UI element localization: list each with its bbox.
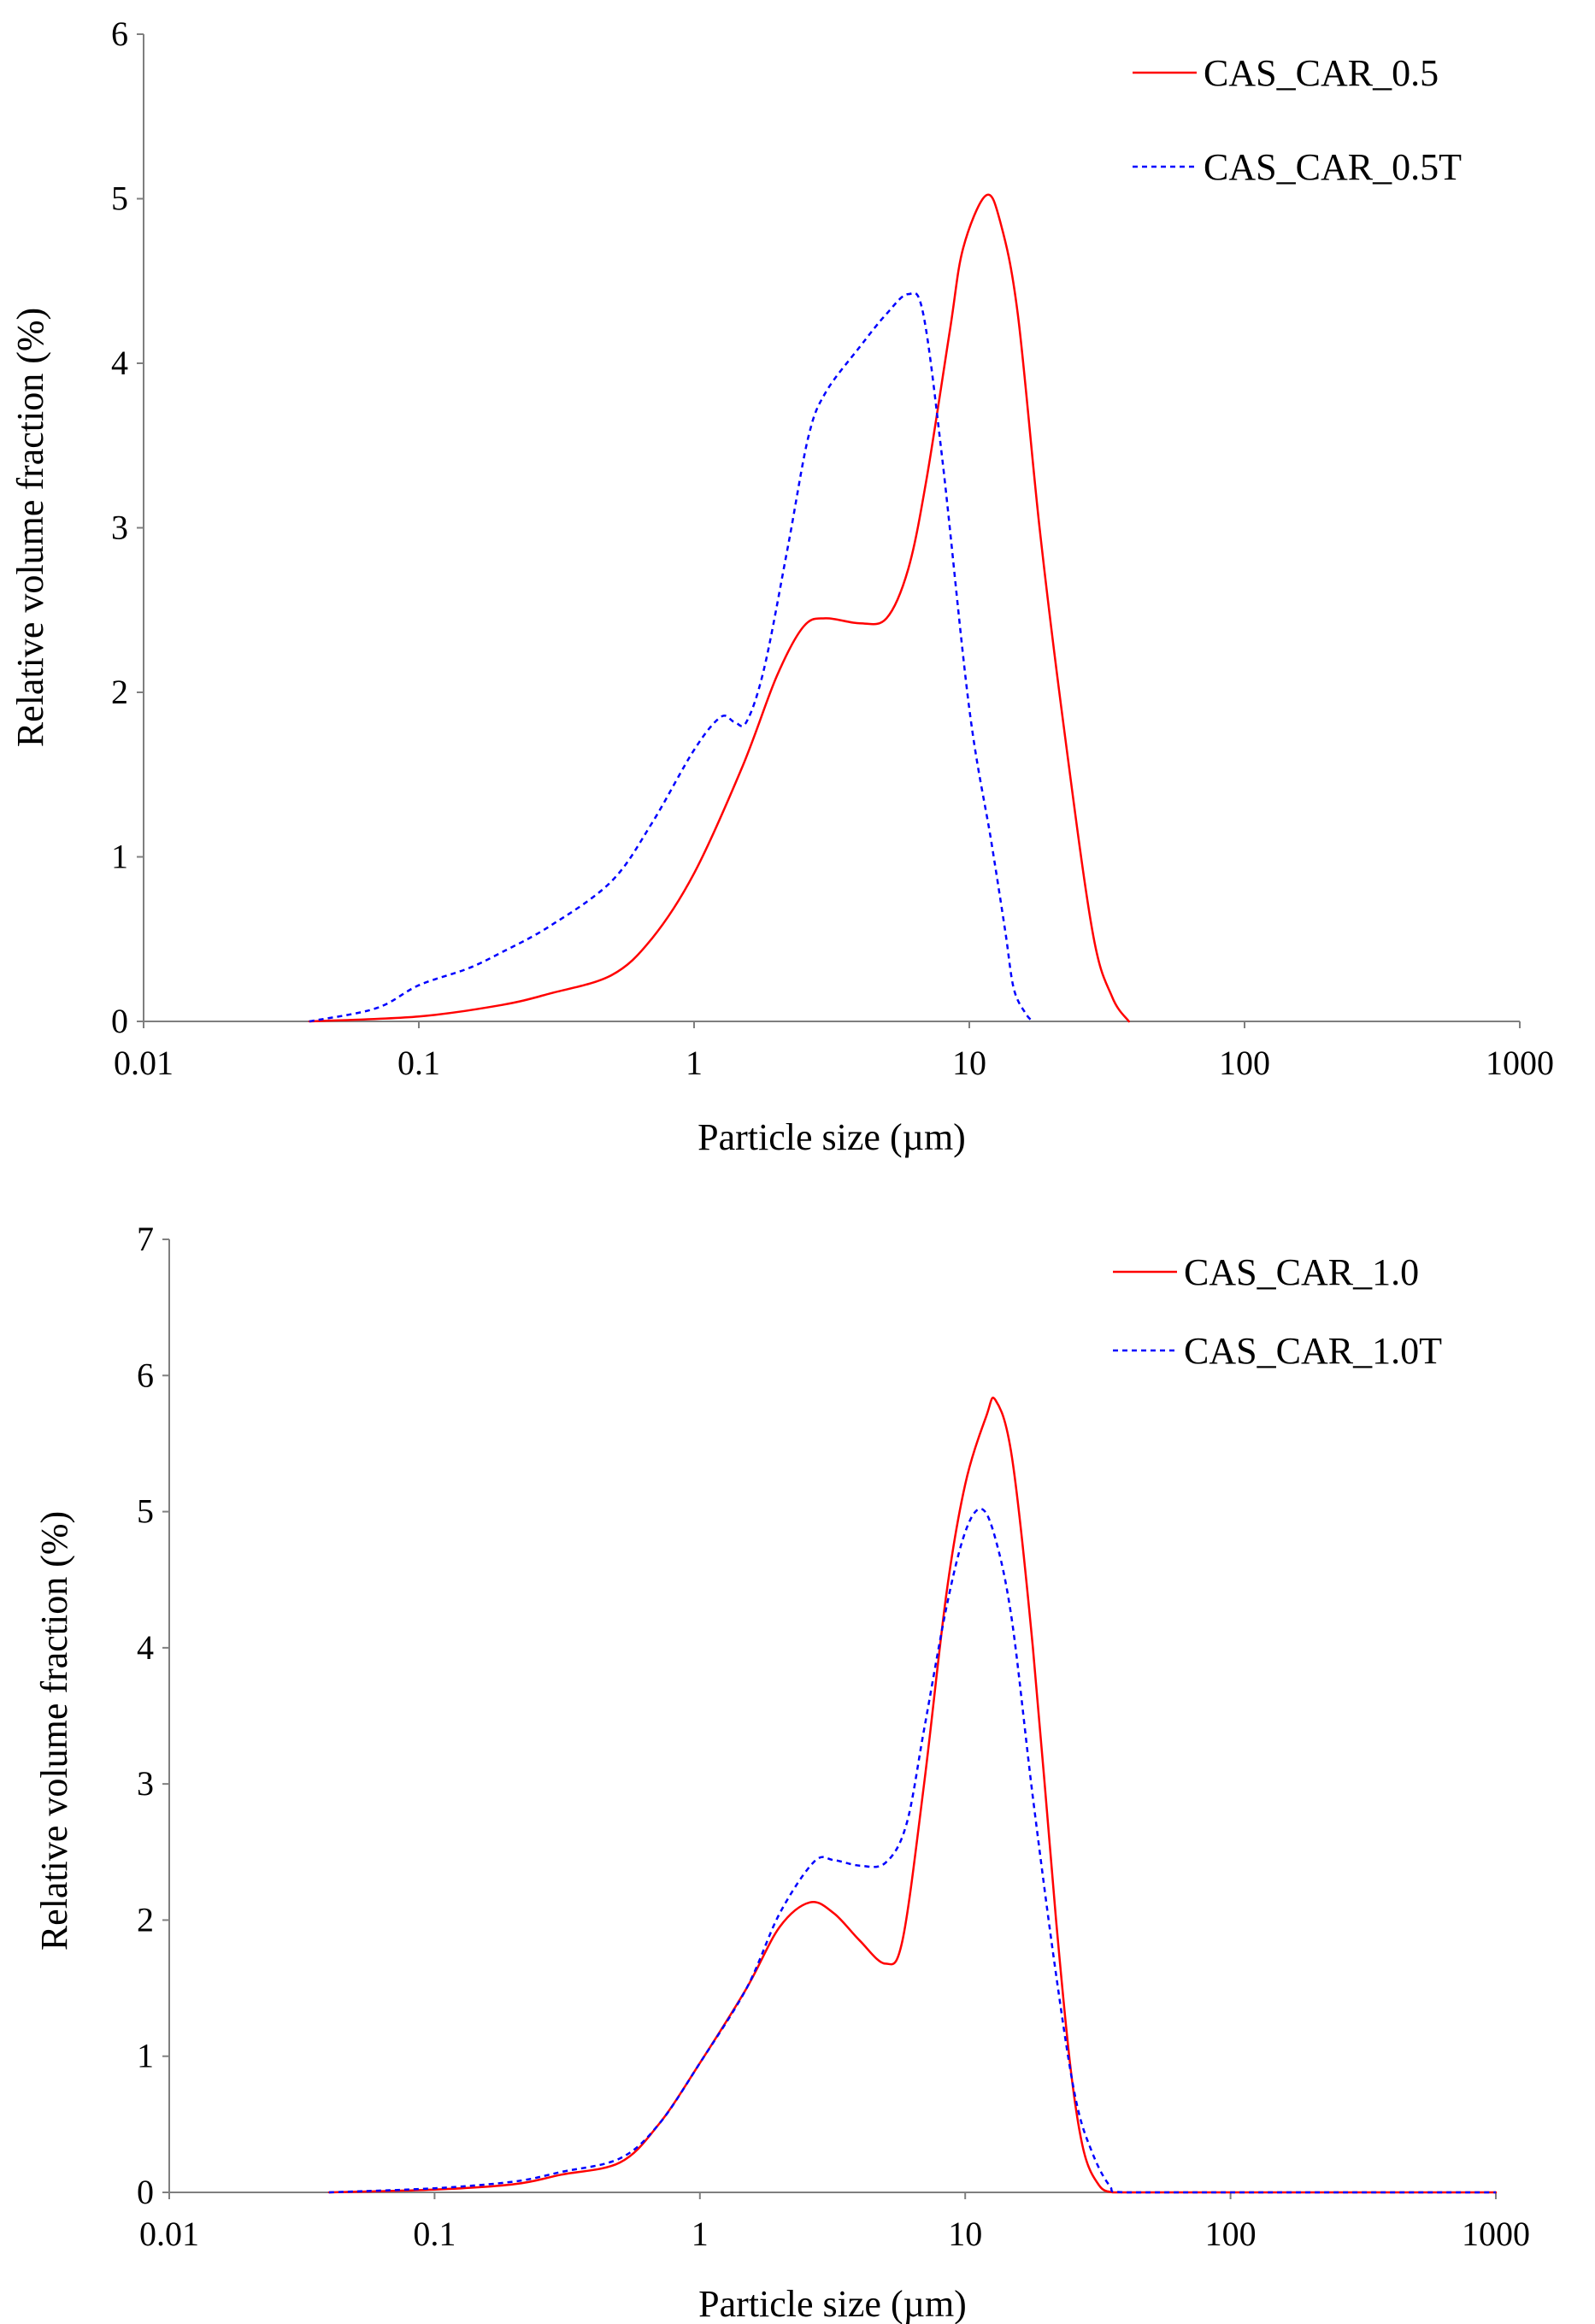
chart-2-axes <box>168 1239 1496 2193</box>
chart-1-series-2-line <box>309 291 1034 1023</box>
x-tick-label: 0.1 <box>413 2215 456 2253</box>
chart-2-y-axis-title: Relative volume fraction (%) <box>33 1511 75 1950</box>
chart-2-x-axis-title: Particle size (µm) <box>698 2283 967 2324</box>
chart-2-series-2-line <box>328 1508 1496 2194</box>
y-tick-label: 3 <box>111 509 128 547</box>
y-tick-label: 2 <box>137 1900 154 1939</box>
chart-2-series-1-line <box>327 1397 1498 2194</box>
y-tick-label: 5 <box>111 179 128 218</box>
x-tick-label: 1000 <box>1486 1044 1554 1082</box>
x-tick-label: 0.01 <box>139 2215 199 2253</box>
x-tick-label: 1 <box>692 2215 709 2253</box>
y-tick-label: 6 <box>111 15 128 53</box>
x-tick-label: 0.1 <box>397 1044 440 1082</box>
y-tick-label: 3 <box>137 1764 154 1803</box>
x-tick-label: 0.01 <box>114 1044 174 1082</box>
y-tick-label: 1 <box>137 2037 154 2075</box>
chart-1-x-ticks: 0.01 0.1 1 10 100 1000 <box>114 1021 1554 1082</box>
y-tick-label: 0 <box>137 2173 154 2211</box>
chart-2-x-ticks: 0.01 0.1 1 10 100 1000 <box>139 2192 1530 2253</box>
chart-1-legend-label-series-2: CAS_CAR_0.5T <box>1204 146 1462 188</box>
chart-1-y-axis-title: Relative volume fraction (%) <box>9 308 51 747</box>
chart-1-x-axis-title: Particle size (µm) <box>697 1116 966 1158</box>
chart-1-series <box>308 193 1130 1023</box>
y-tick-label: 4 <box>111 344 128 382</box>
chart-2-y-ticks: 0 1 2 3 4 5 6 7 <box>137 1220 169 2211</box>
x-tick-label: 10 <box>952 1044 986 1082</box>
chart-1-legend: CAS_CAR_0.5 CAS_CAR_0.5T <box>1133 52 1462 188</box>
chart-1-legend-label-series-1: CAS_CAR_0.5 <box>1204 52 1439 94</box>
y-tick-label: 2 <box>111 673 128 711</box>
y-tick-label: 6 <box>137 1356 154 1394</box>
x-tick-label: 100 <box>1219 1044 1270 1082</box>
y-tick-label: 0 <box>111 1002 128 1040</box>
x-tick-label: 100 <box>1205 2215 1257 2253</box>
chart-1-series-1-line <box>308 193 1130 1023</box>
chart-2-series <box>327 1397 1498 2194</box>
x-tick-label: 1000 <box>1462 2215 1530 2253</box>
chart-1: 0 1 2 3 4 5 6 0.01 0.1 1 10 100 1000 Particle size … <box>9 15 1554 1158</box>
x-tick-label: 10 <box>948 2215 982 2253</box>
y-tick-label: 1 <box>111 838 128 876</box>
chart-2: 0 1 2 3 4 5 6 7 0.01 0.1 1 10 100 1000 Particle size… <box>33 1220 1530 2324</box>
chart-2-legend-label-series-2: CAS_CAR_1.0T <box>1184 1330 1442 1372</box>
chart-1-y-ticks: 0 1 2 3 4 5 6 <box>111 15 144 1040</box>
y-tick-label: 5 <box>137 1492 154 1531</box>
y-tick-label: 4 <box>137 1628 154 1667</box>
x-tick-label: 1 <box>686 1044 703 1082</box>
chart-2-legend-label-series-1: CAS_CAR_1.0 <box>1184 1251 1419 1293</box>
chart-2-legend: CAS_CAR_1.0 CAS_CAR_1.0T <box>1113 1251 1442 1372</box>
y-tick-label: 7 <box>137 1220 154 1258</box>
